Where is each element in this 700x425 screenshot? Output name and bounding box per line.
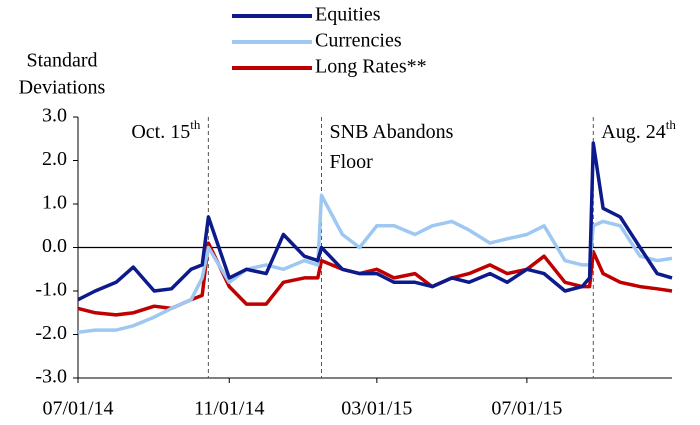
y-axis-label: Standard — [26, 50, 97, 72]
annotation: Aug. 24th — [601, 117, 676, 143]
annotation-sup: th — [666, 117, 677, 132]
y-tick-label: -1.0 — [35, 279, 67, 301]
y-tick-label: 1.0 — [42, 192, 67, 214]
x-tick-label: 11/01/14 — [194, 398, 264, 420]
series-line — [77, 193, 673, 335]
annotation: Oct. 15th — [131, 117, 201, 143]
annotation: SNB Abandons — [330, 121, 454, 143]
y-tick-label: -2.0 — [35, 322, 67, 344]
annotation-text: Oct. 15 — [131, 121, 190, 143]
y-tick-label: 3.0 — [42, 105, 67, 127]
annotation: Floor — [330, 151, 374, 173]
annotation-text: Floor — [330, 151, 374, 173]
y-tick-label: 2.0 — [42, 148, 67, 170]
x-tick-label: 07/01/15 — [491, 398, 562, 420]
series-line — [77, 141, 673, 302]
legend-label: Equities — [315, 4, 381, 26]
legend-label: Currencies — [315, 30, 402, 52]
y-tick-label: 0.0 — [42, 235, 67, 257]
annotation-text: Aug. 24 — [601, 121, 665, 143]
annotation-sup: th — [190, 117, 201, 132]
x-tick-label: 07/01/14 — [42, 398, 113, 420]
y-tick-label: -3.0 — [35, 366, 67, 388]
annotation-text: SNB Abandons — [330, 121, 454, 143]
series-line — [77, 241, 673, 317]
legend-label: Long Rates** — [315, 56, 427, 78]
y-axis-label: Deviations — [19, 77, 106, 99]
x-tick-label: 03/01/15 — [341, 398, 412, 420]
